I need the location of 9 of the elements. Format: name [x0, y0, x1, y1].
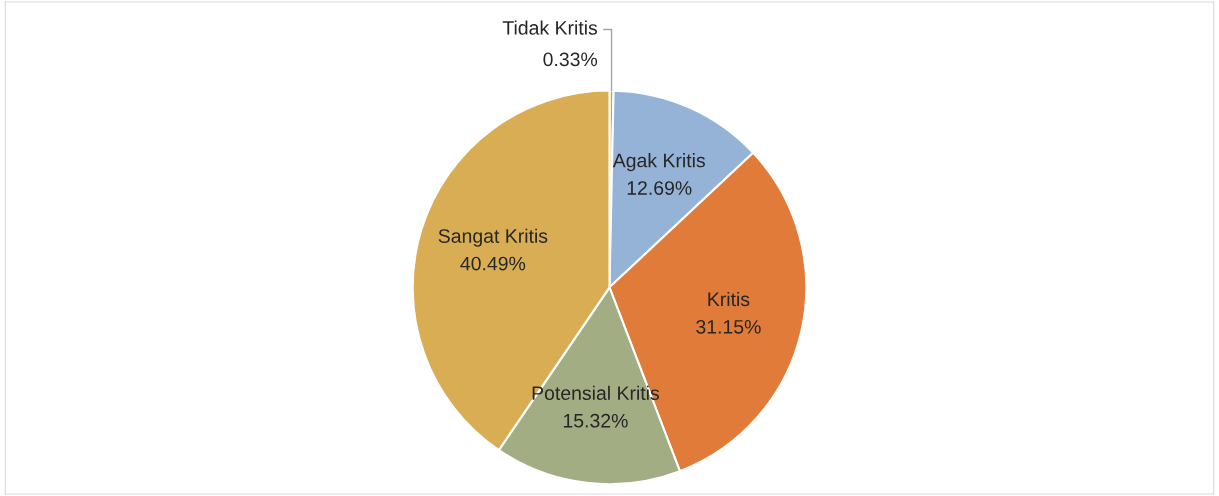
data-label: 40.49% — [460, 256, 526, 271]
slice-label: Kritis — [708, 291, 750, 307]
slice-label: Tidak Kritis — [502, 20, 598, 35]
data-label: 0.33% — [543, 52, 598, 67]
data-label: 15.32% — [563, 413, 628, 428]
data-label: 31.15% — [696, 319, 761, 334]
data-label: 12.69% — [627, 181, 692, 195]
slice-label: Agak Kritis — [612, 153, 705, 172]
slice-label: Sangat Kritis — [438, 228, 548, 247]
